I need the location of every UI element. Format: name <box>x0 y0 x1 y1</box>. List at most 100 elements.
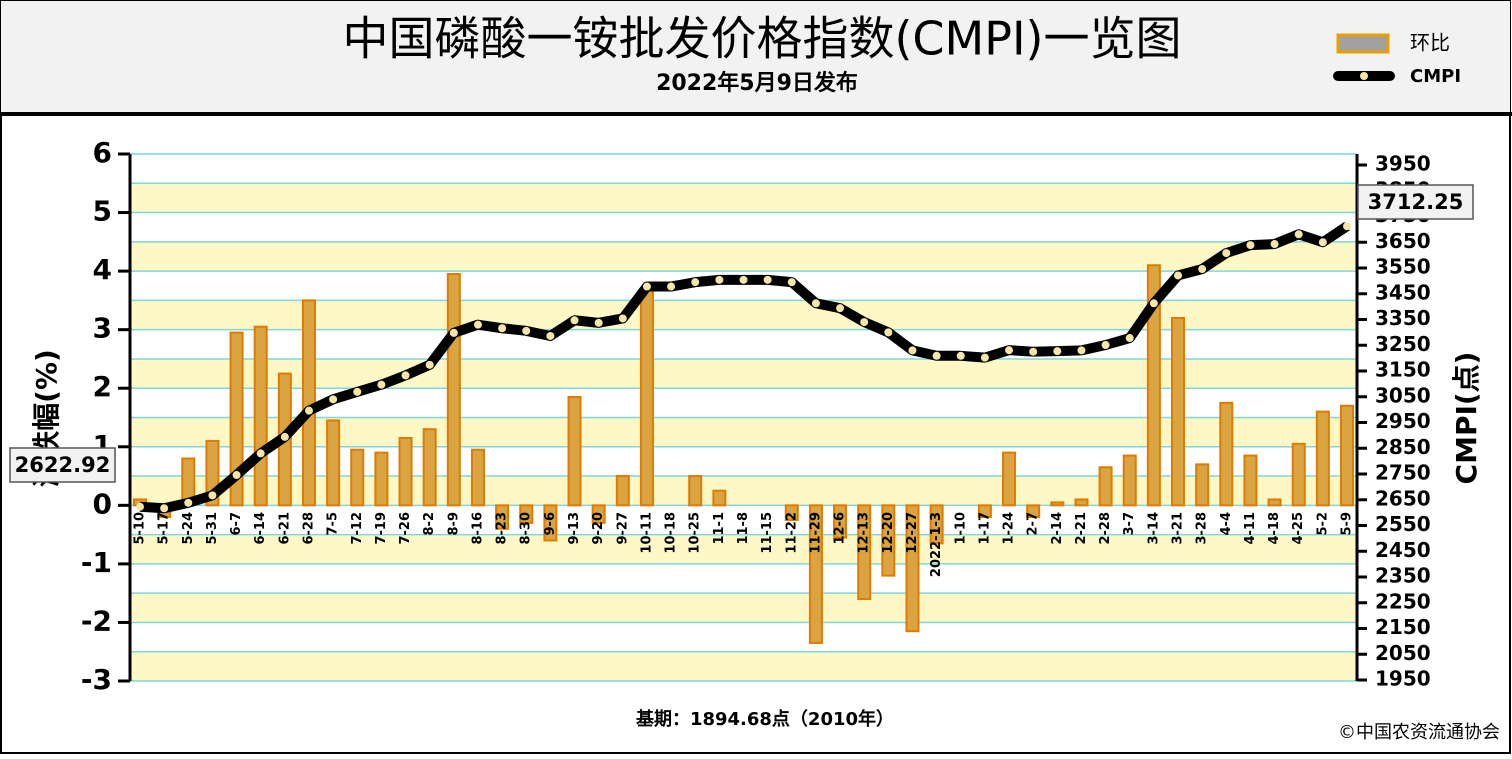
x-tick-label: 9-6 <box>543 512 558 536</box>
point <box>618 314 627 323</box>
bar <box>639 287 654 507</box>
point <box>980 353 989 362</box>
y2-tick-label: 2150 <box>1375 615 1431 639</box>
x-tick-label: 11-29 <box>808 512 823 554</box>
bar <box>1074 498 1089 507</box>
x-tick-label: 11-22 <box>784 512 799 554</box>
point <box>715 275 724 284</box>
x-tick-label: 9-27 <box>615 512 630 545</box>
bar <box>350 448 365 507</box>
bar <box>833 504 848 539</box>
y-tick-label: -3 <box>81 663 112 696</box>
bar <box>1291 442 1306 507</box>
point <box>1053 347 1062 356</box>
x-tick-label: 7-12 <box>350 512 365 545</box>
bar <box>326 419 341 507</box>
y2-tick-label: 3650 <box>1375 229 1431 253</box>
bar <box>543 504 558 542</box>
point <box>763 275 772 284</box>
point <box>908 346 917 355</box>
point <box>932 351 941 360</box>
y2-tick-label: 2350 <box>1375 564 1431 588</box>
bar <box>567 396 582 507</box>
x-tick-label: 11-8 <box>736 512 751 545</box>
x-tick-label: 10-18 <box>664 512 679 554</box>
bar <box>1050 501 1065 507</box>
x-tick-label: 8-30 <box>519 512 534 545</box>
point <box>546 331 555 340</box>
x-tick-label: 8-9 <box>446 512 461 536</box>
x-tick-label: 2022-1-3 <box>929 512 944 577</box>
x-tick-label: 4-11 <box>1243 512 1258 545</box>
y2-tick-label: 2050 <box>1375 641 1431 665</box>
point <box>1198 265 1207 274</box>
y-tick-label: 3 <box>93 312 112 345</box>
x-tick-label: 2-14 <box>1050 512 1065 545</box>
y2-tick-label: 2450 <box>1375 538 1431 562</box>
x-tick-label: 8-23 <box>495 512 510 545</box>
bar <box>446 273 461 507</box>
bar <box>1315 410 1330 507</box>
x-tick-label: 9-13 <box>567 512 582 545</box>
point <box>1294 230 1303 239</box>
bar <box>1171 316 1186 507</box>
point <box>884 328 893 337</box>
bar <box>422 428 437 507</box>
bar <box>712 489 727 507</box>
bar <box>470 448 485 507</box>
y2-tick-label: 3350 <box>1375 306 1431 330</box>
point <box>811 299 820 308</box>
point <box>449 328 458 337</box>
x-tick-label: 4-4 <box>1219 512 1234 536</box>
y2-tick-label: 3050 <box>1375 383 1431 407</box>
source: ©中国农资流通协会 <box>1338 722 1500 743</box>
x-tick-label: 11-15 <box>760 512 775 554</box>
point <box>1029 347 1038 356</box>
bar <box>591 504 606 524</box>
point <box>256 449 265 458</box>
bar <box>253 325 268 507</box>
point <box>836 304 845 313</box>
x-tick-label: 4-25 <box>1291 512 1306 545</box>
y-tick-label: 5 <box>93 195 112 228</box>
bar <box>1219 401 1234 507</box>
point <box>1246 241 1255 250</box>
y2-tick-label: 3150 <box>1375 358 1431 382</box>
bar <box>977 504 992 519</box>
point <box>1125 334 1134 343</box>
bar <box>688 475 703 507</box>
point <box>232 471 241 480</box>
point <box>1101 340 1110 349</box>
annotation-box <box>9 447 116 483</box>
y2-tick-label: 2650 <box>1375 486 1431 510</box>
x-tick-label: 10-25 <box>688 512 703 554</box>
bar <box>229 331 244 507</box>
y2-tick-label: 3450 <box>1375 280 1431 304</box>
x-tick-label: 3-21 <box>1171 512 1186 545</box>
y-tick-label: -2 <box>81 604 112 637</box>
bar <box>1098 466 1113 507</box>
point <box>1149 299 1158 308</box>
chart-title: 中国磷酸一铵批发价格指数(CMPI)一览图 <box>342 12 1181 66</box>
annotation-box <box>1357 184 1474 220</box>
y-tick-label: 0 <box>93 487 112 520</box>
x-tick-label: 2-28 <box>1098 512 1113 545</box>
point <box>1174 271 1183 280</box>
point <box>377 380 386 389</box>
point <box>473 320 482 329</box>
x-tick-label: 5-9 <box>1340 512 1355 536</box>
point <box>329 395 338 404</box>
x-tick-label: 7-5 <box>326 512 341 536</box>
annotation: 2622.92 <box>15 453 111 477</box>
point <box>280 432 289 441</box>
y2-tick-label: 3250 <box>1375 332 1431 356</box>
x-tick-label: 8-16 <box>470 512 485 545</box>
point <box>1077 346 1086 355</box>
point <box>860 318 869 327</box>
x-tick-label: 12-6 <box>833 512 848 545</box>
point <box>498 324 507 333</box>
bar <box>784 504 799 521</box>
point <box>160 504 169 513</box>
legend-swatch <box>1336 33 1390 54</box>
point <box>739 275 748 284</box>
